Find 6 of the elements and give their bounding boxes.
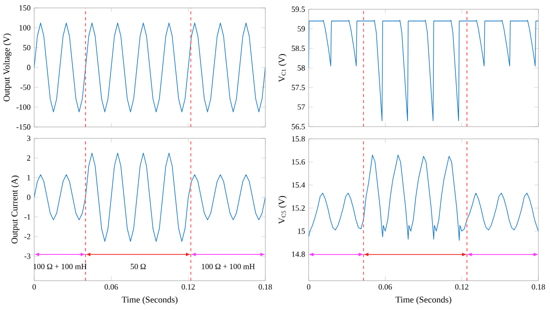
y-axis-title: Output Current (A) — [11, 175, 20, 244]
y-axis-title: Output Voltage (V) — [3, 33, 12, 102]
y-axis-title: V$_{C1}$ (V) — [278, 54, 287, 82]
x-axis-title: Time (Seconds) — [122, 296, 178, 304]
y-axis-title: V$_{C5}$ (V) — [278, 196, 287, 224]
x-axis-title: Time (Seconds) — [396, 296, 452, 304]
